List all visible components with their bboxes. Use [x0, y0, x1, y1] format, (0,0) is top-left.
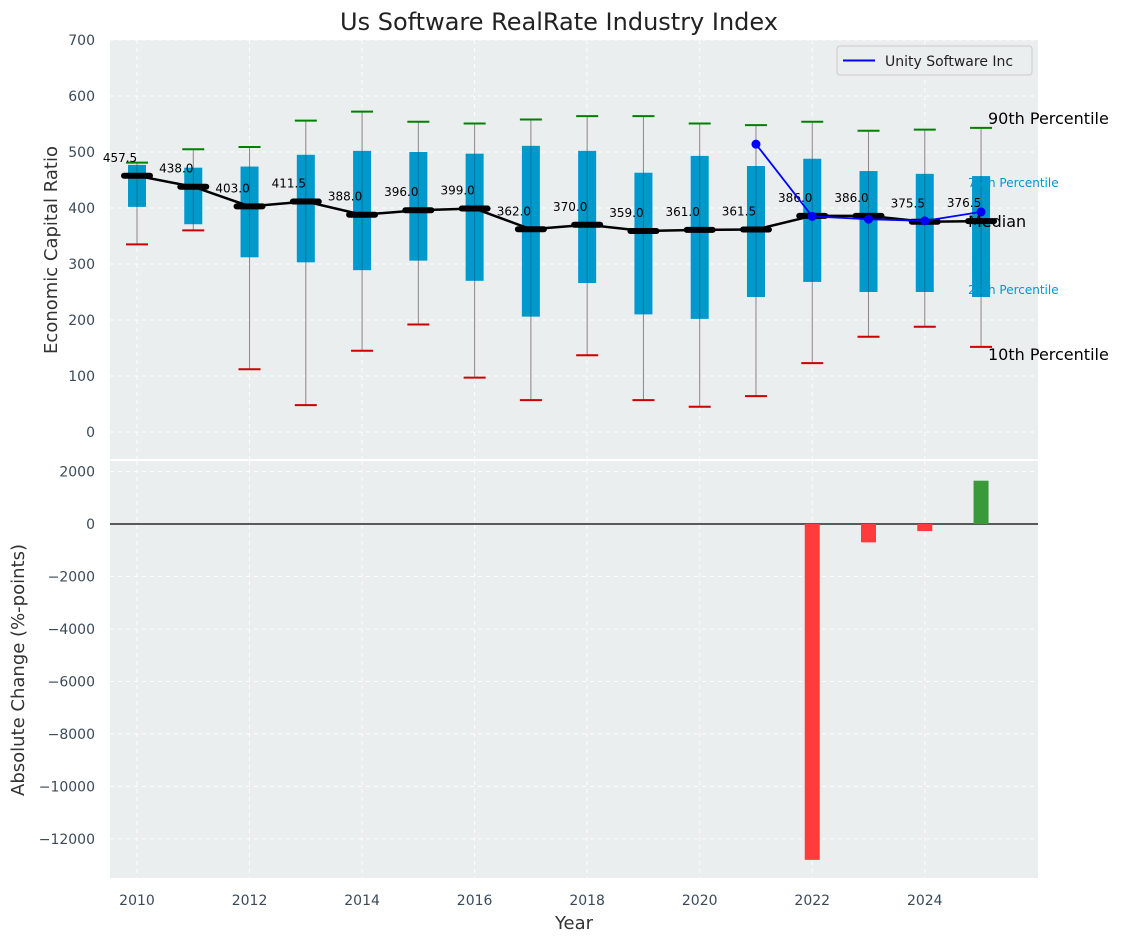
- median-value-label-2017: 362.0: [497, 204, 531, 218]
- series-point-unity-2025: [976, 207, 986, 217]
- x-tick-label: 2010: [119, 893, 155, 909]
- x-tick-label: 2020: [682, 893, 718, 909]
- top-y-tick-label: 300: [68, 257, 95, 273]
- median-value-label-2025: 376.5: [947, 196, 981, 210]
- series-point-unity-2024: [920, 216, 930, 226]
- top-y-axis-label: Economic Capital Ratio: [41, 146, 62, 354]
- annotation-median: Median: [968, 212, 1026, 231]
- median-value-label-2015: 396.0: [384, 185, 418, 199]
- median-line: [136, 174, 982, 233]
- legend: Unity Software Inc: [836, 45, 1033, 76]
- bottom-y-tick-label: −2000: [48, 569, 95, 585]
- bottom-y-axis-label: Absolute Change (%-points): [8, 544, 29, 796]
- top-y-tick-label: 100: [68, 369, 95, 385]
- bottom-y-tick-label: −4000: [48, 622, 95, 638]
- median-value-label-2014: 388.0: [328, 190, 362, 204]
- bottom-plot-area: [110, 461, 1038, 878]
- bottom-y-tick-label: −8000: [48, 727, 95, 743]
- change-bar-2023: [861, 524, 877, 543]
- x-axis-label: Year: [554, 913, 594, 934]
- annotation-p25: 25th Percentile: [968, 283, 1059, 297]
- x-tick-label: 2016: [457, 893, 493, 909]
- median-value-label-2020: 361.0: [666, 205, 700, 219]
- x-tick-label: 2024: [907, 893, 943, 909]
- top-plot-area: [110, 40, 1038, 459]
- chart-marks: 0 100 200 300 400 500 600 700 2000 0 −2000 −4000 −60…: [39, 33, 1038, 909]
- annotation-p75: 75th Percentile: [968, 176, 1059, 190]
- legend-box: [836, 45, 1033, 76]
- annotation-p90: 90th Percentile: [988, 109, 1109, 128]
- median-value-label-2012: 403.0: [215, 181, 249, 195]
- legend-label-unity: Unity Software Inc: [885, 54, 1013, 70]
- top-y-tick-label: 500: [68, 145, 95, 161]
- median-value-label-2022: 386.0: [778, 191, 812, 205]
- median-value-label-2024: 375.5: [891, 197, 925, 211]
- change-bar-2024: [917, 524, 933, 532]
- bottom-y-tick-label: −12000: [39, 832, 95, 848]
- chart-title: Us Software RealRate Industry Index: [340, 8, 778, 36]
- top-y-tick-label: 200: [68, 313, 95, 329]
- median-value-label-2023: 386.0: [834, 191, 868, 205]
- top-y-tick-label: 0: [86, 425, 95, 441]
- change-bar-2025: [973, 480, 989, 524]
- median-value-label-2013: 411.5: [272, 177, 306, 191]
- top-y-tick-label: 700: [68, 33, 95, 49]
- bottom-y-tick-label: 2000: [59, 465, 95, 481]
- change-bar-2022: [804, 524, 820, 860]
- top-y-tick-label: 400: [68, 201, 95, 217]
- median-value-label-2018: 370.0: [553, 200, 587, 214]
- x-tick-label: 2018: [569, 893, 605, 909]
- x-tick-label: 2012: [232, 893, 268, 909]
- bottom-y-tick-label: 0: [86, 517, 95, 533]
- median-value-label-2021: 361.5: [722, 205, 756, 219]
- x-tick-label: 2022: [794, 893, 830, 909]
- series-point-unity-2022: [807, 211, 817, 221]
- x-tick-label: 2014: [344, 893, 380, 909]
- median-value-label-2011: 438.0: [159, 162, 193, 176]
- bottom-y-tick-label: −10000: [39, 779, 95, 795]
- median-value-label-2010: 457.5: [103, 151, 137, 165]
- series-point-unity-2021: [751, 139, 761, 149]
- median-value-label-2019: 359.0: [609, 206, 643, 220]
- top-y-tick-label: 600: [68, 89, 95, 105]
- annotation-p10: 10th Percentile: [988, 345, 1109, 364]
- median-value-label-2016: 399.0: [440, 184, 474, 198]
- bottom-y-tick-label: −6000: [48, 674, 95, 690]
- series-point-unity-2023: [864, 214, 874, 224]
